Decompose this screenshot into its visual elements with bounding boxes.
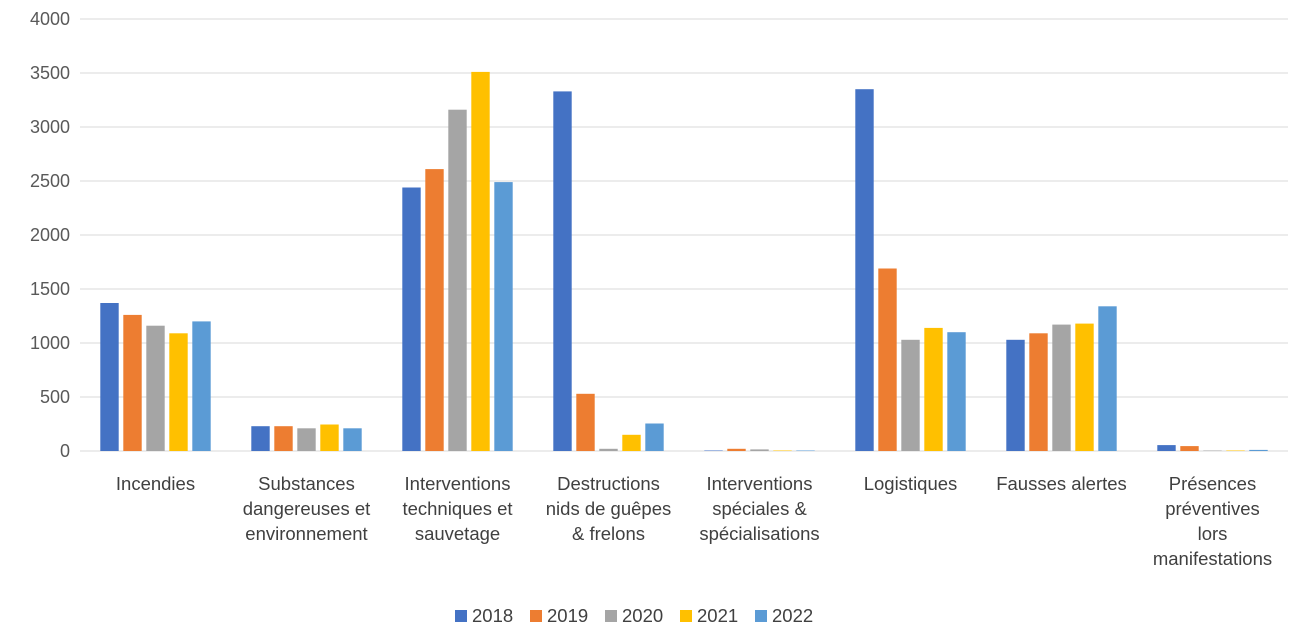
bar-2020-cat-1 [297, 428, 316, 451]
x-category-label: Interventions [405, 473, 511, 494]
bar-2020-cat-5 [901, 339, 920, 451]
y-tick-label: 3500 [30, 63, 70, 83]
bars [100, 71, 1268, 452]
x-category-label: nids de guêpes [546, 498, 672, 519]
bar-2018-cat-3 [553, 91, 572, 452]
bar-2021-cat-2 [471, 71, 490, 452]
x-category-label: Incendies [116, 473, 195, 494]
bar-2021-cat-6 [1075, 323, 1094, 451]
bar-2021-cat-7 [1226, 450, 1245, 451]
bar-2022-cat-1 [343, 428, 362, 451]
bar-2018-cat-2 [402, 187, 421, 451]
legend-swatch-2022 [755, 610, 767, 622]
legend-label-2018: 2018 [472, 605, 513, 626]
bar-2022-cat-6 [1098, 306, 1117, 451]
legend-label-2022: 2022 [772, 605, 813, 626]
bar-2020-cat-6 [1052, 324, 1071, 451]
y-tick-label: 2000 [30, 225, 70, 245]
x-category-label: spéciales & [712, 498, 807, 519]
bar-2018-cat-1 [251, 426, 270, 451]
y-tick-label: 1000 [30, 333, 70, 353]
bar-2018-cat-6 [1006, 339, 1025, 451]
x-category-label: manifestations [1153, 548, 1272, 569]
y-tick-label: 0 [60, 441, 70, 461]
bar-2019-cat-5 [878, 268, 897, 451]
x-category-label: Présences [1169, 473, 1256, 494]
y-tick-label: 4000 [30, 9, 70, 29]
bar-2021-cat-0 [169, 333, 188, 451]
x-category-label: sauvetage [415, 523, 500, 544]
y-tick-label: 500 [40, 387, 70, 407]
bar-2020-cat-3 [599, 448, 618, 451]
x-category-label: & frelons [572, 523, 645, 544]
legend-swatch-2019 [530, 610, 542, 622]
x-category-label: Destructions [557, 473, 660, 494]
bar-2022-cat-5 [947, 332, 966, 451]
x-category-label: Logistiques [864, 473, 958, 494]
bar-2019-cat-4 [727, 448, 746, 451]
x-axis-labels: Incendies Substances dangereuses et environ… [116, 473, 1272, 569]
x-category-label: Substances [258, 473, 355, 494]
bar-2022-cat-0 [192, 321, 211, 451]
bar-2020-cat-0 [146, 325, 165, 451]
x-category-label: dangereuses et [243, 498, 371, 519]
bar-2021-cat-4 [773, 450, 792, 451]
bar-2022-cat-3 [645, 423, 664, 451]
x-category-label: Interventions [707, 473, 813, 494]
gridlines [80, 18, 1288, 452]
bar-2021-cat-5 [924, 327, 943, 451]
y-tick-label: 3000 [30, 117, 70, 137]
y-tick-label: 2500 [30, 171, 70, 191]
bar-2019-cat-7 [1180, 446, 1199, 451]
legend-swatch-2018 [455, 610, 467, 622]
bar-2021-cat-3 [622, 434, 641, 451]
x-category-label: préventives [1165, 498, 1260, 519]
bar-2019-cat-6 [1029, 333, 1048, 451]
x-category-label: Fausses alertes [996, 473, 1127, 494]
bar-2020-cat-4 [750, 449, 769, 451]
x-category-label: environnement [245, 523, 367, 544]
bar-2022-cat-7 [1249, 449, 1268, 451]
legend: 2018 2019 2020 2021 2022 [455, 605, 813, 626]
legend-swatch-2020 [605, 610, 617, 622]
bar-2018-cat-5 [855, 89, 874, 451]
bar-2020-cat-2 [448, 109, 467, 451]
y-axis-ticks: 0 500 1000 1500 2000 2500 3000 3500 4000 [30, 9, 70, 461]
x-category-label: techniques et [402, 498, 512, 519]
bar-2018-cat-4 [704, 450, 723, 451]
bar-2020-cat-7 [1203, 450, 1222, 451]
x-category-label: spécialisations [699, 523, 819, 544]
bar-2021-cat-1 [320, 424, 339, 451]
legend-label-2020: 2020 [622, 605, 663, 626]
legend-swatch-2021 [680, 610, 692, 622]
bar-2019-cat-2 [425, 169, 444, 451]
bar-2022-cat-2 [494, 182, 513, 451]
legend-label-2021: 2021 [697, 605, 738, 626]
bar-2019-cat-1 [274, 426, 293, 451]
y-tick-label: 1500 [30, 279, 70, 299]
bar-2019-cat-0 [123, 314, 142, 451]
bar-2018-cat-0 [100, 303, 119, 451]
bar-2022-cat-4 [796, 450, 815, 451]
bar-2019-cat-3 [576, 393, 595, 451]
bar-2018-cat-7 [1157, 445, 1176, 451]
x-category-label: lors [1198, 523, 1228, 544]
legend-label-2019: 2019 [547, 605, 588, 626]
